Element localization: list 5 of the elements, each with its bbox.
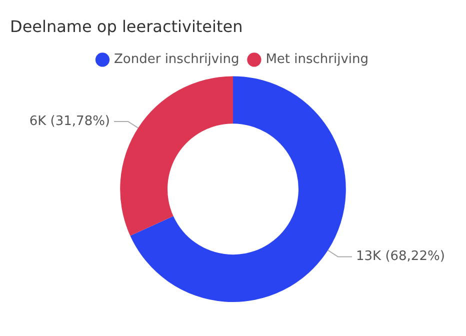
legend-label: Met inschrijving xyxy=(266,52,369,68)
data-label: 6K (31,78%) xyxy=(29,114,110,129)
chart-title: Deelname op leeractiviteiten xyxy=(10,16,243,36)
legend-label: Zonder inschrijving xyxy=(114,52,240,68)
data-label: 13K (68,22%) xyxy=(356,249,445,264)
